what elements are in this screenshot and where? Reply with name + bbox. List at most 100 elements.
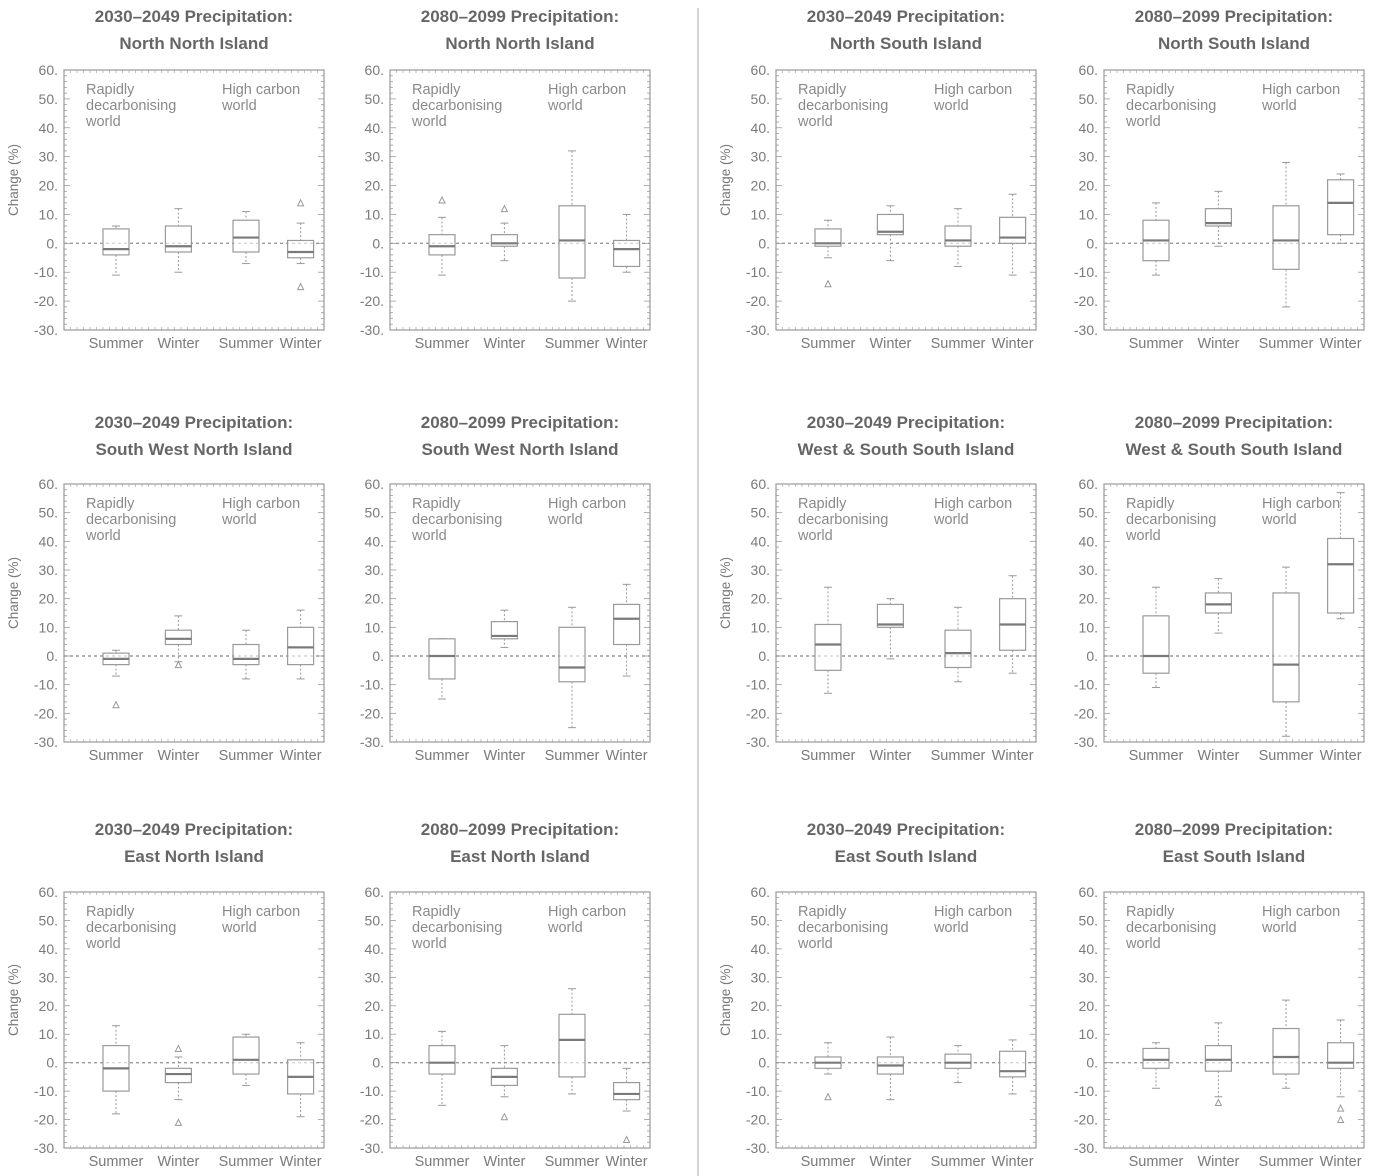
- box-summer-decarbonising: [428, 638, 456, 700]
- group-label-high-carbon: world: [933, 98, 969, 114]
- x-category-label: Winter: [280, 336, 322, 352]
- group-label-high-carbon: High carbon: [934, 904, 1012, 920]
- y-axis-label: Change (%): [6, 557, 21, 629]
- y-tick-label: 0.: [372, 235, 384, 251]
- box-iqr: [232, 643, 260, 666]
- group-label-high-carbon: world: [933, 920, 969, 936]
- box-winter-decarbonising: [164, 1044, 192, 1126]
- y-tick-label: 0.: [1086, 235, 1098, 251]
- box-summer-high-carbon: [558, 150, 586, 302]
- outlier-marker: [824, 1092, 832, 1101]
- panel-title-line2: West & South South Island: [798, 440, 1015, 459]
- outlier-marker: [174, 1044, 183, 1052]
- y-tick-label: 40.: [365, 941, 384, 957]
- x-category-label: Winter: [280, 1154, 322, 1170]
- chart-panel-4: 2080–2099 Precipitation: North South Isla…: [1074, 7, 1365, 352]
- y-tick-label: -10.: [1074, 1083, 1098, 1099]
- panel-title-line1: 2080–2099 Precipitation:: [1135, 7, 1333, 26]
- y-tick-label: 0.: [372, 1055, 384, 1071]
- box-iqr: [287, 626, 315, 666]
- y-tick-label: 20.: [365, 998, 384, 1014]
- group-label-decarbonising: world: [411, 114, 447, 130]
- y-tick-label: -10.: [360, 1083, 384, 1099]
- x-category-label: Winter: [606, 336, 648, 352]
- panel-title-line1: 2030–2049 Precipitation:: [807, 820, 1005, 839]
- box-iqr: [814, 228, 842, 247]
- box-summer-high-carbon: [1272, 566, 1300, 737]
- box-winter-high-carbon: [612, 583, 641, 677]
- y-tick-label: 50.: [39, 912, 58, 928]
- y-tick-label: 60.: [365, 884, 384, 900]
- group-label-high-carbon: world: [547, 98, 583, 114]
- box-iqr: [1204, 1044, 1233, 1072]
- x-category-label: Winter: [869, 1154, 911, 1170]
- y-tick-label: 60.: [751, 62, 770, 78]
- x-category-label: Summer: [415, 336, 470, 352]
- box-iqr: [164, 225, 192, 253]
- x-category-label: Winter: [606, 1154, 648, 1170]
- x-category-label: Winter: [992, 1154, 1034, 1170]
- group-label-high-carbon: High carbon: [548, 82, 626, 98]
- y-tick-label: 30.: [1079, 149, 1098, 165]
- box-winter-high-carbon: [998, 193, 1027, 276]
- box-iqr: [1142, 1047, 1170, 1069]
- box-summer-high-carbon: [232, 629, 260, 680]
- box-summer-high-carbon: [1272, 999, 1300, 1089]
- y-tick-label: 0.: [758, 1055, 770, 1071]
- box-winter-high-carbon: [612, 1067, 641, 1143]
- box-summer-decarbonising: [428, 195, 456, 276]
- y-tick-label: 50.: [1079, 912, 1098, 928]
- group-label-high-carbon: High carbon: [222, 82, 300, 98]
- panel-title-line2: South West North Island: [95, 440, 292, 459]
- group-label-decarbonising: Rapidly: [1126, 496, 1175, 512]
- panel-title-line1: 2080–2099 Precipitation:: [1135, 413, 1333, 432]
- chart-panel-11: 2030–2049 Precipitation: East South Islan…: [718, 820, 1037, 1170]
- chart-panel-1: 2030–2049 Precipitation: North North Isla…: [6, 7, 325, 352]
- y-tick-label: -30.: [360, 322, 384, 338]
- box-winter-decarbonising: [164, 208, 192, 273]
- group-label-decarbonising: decarbonising: [86, 98, 176, 114]
- box-winter-high-carbon: [612, 213, 641, 273]
- y-tick-label: 50.: [365, 91, 384, 107]
- group-label-decarbonising: world: [1125, 936, 1161, 952]
- y-tick-label: 20.: [751, 178, 770, 194]
- y-tick-label: -30.: [746, 734, 770, 750]
- y-tick-label: -30.: [1074, 322, 1098, 338]
- outlier-marker: [1336, 1104, 1345, 1112]
- y-tick-label: 40.: [1079, 120, 1098, 136]
- y-axis-label: Change (%): [718, 144, 733, 216]
- panel-title-line1: 2080–2099 Precipitation:: [421, 820, 619, 839]
- box-winter-decarbonising: [164, 615, 192, 669]
- y-tick-label: -10.: [1074, 677, 1098, 693]
- x-category-label: Winter: [1197, 748, 1239, 764]
- y-tick-label: 50.: [39, 505, 58, 521]
- y-tick-label: -10.: [34, 264, 58, 280]
- chart-panel-7: 2030–2049 Precipitation: West & South Sou…: [718, 413, 1037, 764]
- y-axis-label: Change (%): [718, 557, 733, 629]
- y-tick-label: 10.: [39, 1026, 58, 1042]
- y-tick-label: 40.: [751, 941, 770, 957]
- box-iqr: [558, 205, 586, 279]
- group-label-decarbonising: world: [85, 528, 121, 544]
- x-category-label: Winter: [1197, 1154, 1239, 1170]
- y-tick-label: -20.: [746, 293, 770, 309]
- box-summer-decarbonising: [814, 219, 842, 288]
- y-tick-label: 60.: [39, 884, 58, 900]
- box-iqr: [232, 1036, 260, 1075]
- panel-title-line1: 2080–2099 Precipitation:: [421, 7, 619, 26]
- y-tick-label: 40.: [365, 120, 384, 136]
- group-label-high-carbon: High carbon: [222, 496, 300, 512]
- box-iqr: [998, 1050, 1027, 1078]
- box-winter-high-carbon: [287, 1042, 315, 1118]
- y-tick-label: 60.: [1079, 62, 1098, 78]
- outlier-marker: [500, 204, 509, 213]
- y-tick-label: -10.: [1074, 264, 1098, 280]
- chart-panel-12: 2080–2099 Precipitation: East South Islan…: [1074, 820, 1365, 1170]
- y-tick-label: 0.: [758, 235, 770, 251]
- chart-panel-8: 2080–2099 Precipitation: West & South Sou…: [1074, 413, 1365, 764]
- y-tick-label: 60.: [365, 476, 384, 492]
- x-category-label: Winter: [992, 748, 1034, 764]
- outlier-marker: [824, 279, 832, 288]
- panel-title-line1: 2030–2049 Precipitation:: [95, 7, 293, 26]
- outlier-marker: [438, 195, 446, 204]
